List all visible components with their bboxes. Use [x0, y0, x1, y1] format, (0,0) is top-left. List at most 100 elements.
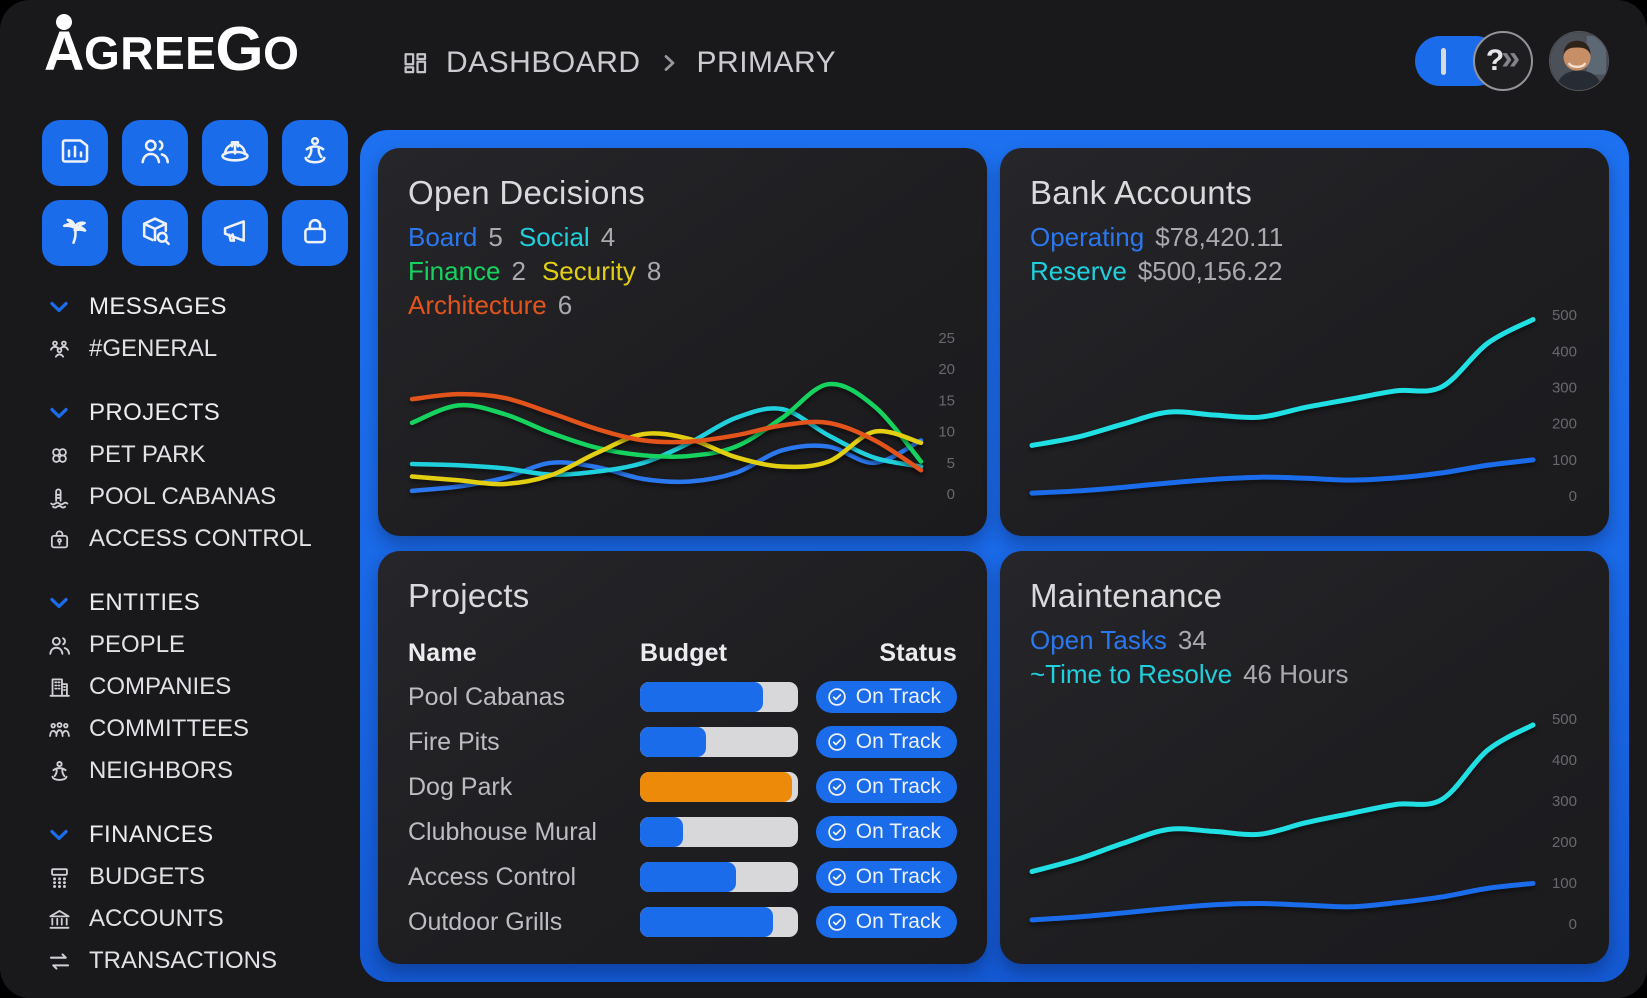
stat-open-tasks: Open Tasks 34: [1030, 623, 1207, 657]
sidebar-item-transactions[interactable]: TRANSACTIONS: [44, 940, 360, 982]
user-photo: [1550, 32, 1608, 90]
card-projects: Projects Name Budget Status Pool Cabanas…: [378, 551, 987, 964]
committee-icon: [44, 716, 74, 743]
y-axis-tick: 0: [947, 486, 955, 503]
quick-action-security[interactable]: [282, 200, 348, 266]
y-axis-tick: 0: [1569, 916, 1577, 933]
sidebar-section-projects[interactable]: PROJECTS: [44, 392, 360, 434]
hard-hat-icon: [217, 133, 253, 174]
bank-accounts-stats: Operating $78,420.11 Reserve $500,156.22: [1030, 220, 1579, 288]
bank-accounts-chartbox: 500 400 300 200 100 0: [1029, 292, 1579, 514]
finance-line: [409, 381, 924, 464]
stat-line: Open Tasks 34: [1030, 623, 1579, 657]
sidebar-item-label: NEIGHBORS: [89, 757, 234, 784]
quick-actions-grid: [42, 120, 348, 266]
breadcrumb-primary[interactable]: PRIMARY: [696, 46, 837, 79]
card-maintenance: Maintenance Open Tasks 34 ~Time to Resolve…: [1000, 551, 1609, 964]
sidebar-item-neighbors[interactable]: NEIGHBORS: [44, 750, 360, 792]
sidebar-section-label: PROJECTS: [89, 399, 221, 426]
budget-cell: [640, 727, 816, 757]
people-icon: [44, 632, 74, 659]
sidebar-item-committees[interactable]: COMMITTEES: [44, 708, 360, 750]
quick-action-package-search[interactable]: [122, 200, 188, 266]
stat-social: Social 4: [519, 220, 615, 254]
sidebar-item-accounts[interactable]: ACCOUNTS: [44, 898, 360, 940]
board-line: [409, 438, 924, 494]
sidebar-item-label: #GENERAL: [89, 335, 218, 362]
project-name: Clubhouse Mural: [408, 817, 597, 846]
quick-action-construction[interactable]: [202, 120, 268, 186]
breadcrumb: DASHBOARD PRIMARY: [400, 0, 836, 126]
card-bank-accounts: Bank Accounts Operating $78,420.11 Reserve…: [1000, 148, 1609, 536]
dashboard-panel: Open Decisions Board 5 Social 4 Finance 2 Secu…: [360, 130, 1629, 982]
y-axis-tick: 100: [1552, 452, 1577, 469]
budget-cell: [640, 682, 816, 712]
sidebar-item-access-control[interactable]: ACCESS CONTROL: [44, 518, 360, 560]
series-1-line: [1029, 722, 1536, 875]
stat-label: Open Tasks: [1030, 625, 1167, 655]
card-title-maintenance: Maintenance: [1030, 577, 1223, 614]
status-label: On Track: [855, 775, 941, 798]
stat-label: Security: [541, 256, 636, 286]
maintenance-chart: 500 400 300 200 100 0: [1029, 711, 1577, 933]
project-name: Fire Pits: [408, 727, 500, 756]
budget-grid-icon: [44, 864, 74, 891]
sidebar-item-pool-cabanas[interactable]: POOL CABANAS: [44, 476, 360, 518]
sidebar-item-label: ACCOUNTS: [89, 905, 224, 932]
chevron-down-icon: [44, 400, 74, 426]
status-badge[interactable]: On Track: [815, 816, 957, 848]
quick-action-reports[interactable]: [42, 120, 108, 186]
quick-action-neighbors[interactable]: [282, 120, 348, 186]
neighbor-icon: [44, 758, 74, 785]
sidebar-item-label: COMMITTEES: [89, 715, 249, 742]
sidebar-section-entities[interactable]: ENTITIES: [44, 582, 360, 624]
padlock-icon: [297, 213, 333, 254]
brand-logo[interactable]: A GREE G O: [44, 18, 299, 80]
architecture-line: [409, 391, 924, 473]
palm-tree-icon: [57, 213, 93, 254]
budget-progress-track: [640, 772, 798, 802]
project-name: Pool Cabanas: [408, 682, 566, 711]
quick-action-announcements[interactable]: [202, 200, 268, 266]
status-badge[interactable]: On Track: [815, 906, 957, 938]
stat-value: 6: [557, 290, 573, 320]
check-circle-icon: [826, 776, 848, 798]
sidebar-item-pet-park[interactable]: PET PARK: [44, 434, 360, 476]
stat-label: ~Time to Resolve: [1030, 659, 1233, 689]
status-badge[interactable]: On Track: [815, 861, 957, 893]
quick-action-people[interactable]: [122, 120, 188, 186]
stat-label: Reserve: [1030, 256, 1127, 286]
quick-action-amenities[interactable]: [42, 200, 108, 266]
sidebar-section-label: ENTITIES: [89, 589, 201, 616]
y-axis-tick: 300: [1552, 380, 1577, 397]
chevron-down-icon: [44, 590, 74, 616]
check-circle-icon: [826, 821, 848, 843]
megaphone-icon: [217, 213, 253, 254]
stat-line: Reserve $500,156.22: [1030, 254, 1579, 288]
sidebar-collapse-toggle[interactable]: ? »: [1415, 31, 1533, 91]
help-button[interactable]: ? »: [1473, 31, 1533, 91]
sidebar-item-people[interactable]: PEOPLE: [44, 624, 360, 666]
sidebar-section-finances[interactable]: FINANCES: [44, 814, 360, 856]
breadcrumb-dashboard[interactable]: DASHBOARD: [446, 46, 641, 79]
sidebar-item-budgets[interactable]: BUDGETS: [44, 856, 360, 898]
stat-label: Finance: [408, 256, 501, 286]
sidebar-item-general[interactable]: #GENERAL: [44, 328, 360, 370]
sidebar-section-messages[interactable]: MESSAGES: [44, 286, 360, 328]
status-label: On Track: [855, 865, 941, 888]
status-badge[interactable]: On Track: [815, 726, 957, 758]
stat-value: 46 Hours: [1243, 659, 1349, 689]
y-axis-tick: 20: [938, 361, 955, 378]
sidebar-item-label: POOL CABANAS: [89, 483, 277, 510]
sidebar-item-label: TRANSACTIONS: [89, 947, 278, 974]
project-name: Access Control: [408, 862, 577, 891]
status-badge[interactable]: On Track: [815, 681, 957, 713]
sidebar-item-companies[interactable]: COMPANIES: [44, 666, 360, 708]
card-title-open-decisions: Open Decisions: [408, 174, 646, 211]
user-avatar[interactable]: [1549, 31, 1609, 91]
status-label: On Track: [855, 910, 941, 933]
budget-progress-fill: [640, 772, 792, 802]
project-name: Dog Park: [408, 772, 513, 801]
budget-progress-track: [640, 862, 798, 892]
status-badge[interactable]: On Track: [815, 771, 957, 803]
